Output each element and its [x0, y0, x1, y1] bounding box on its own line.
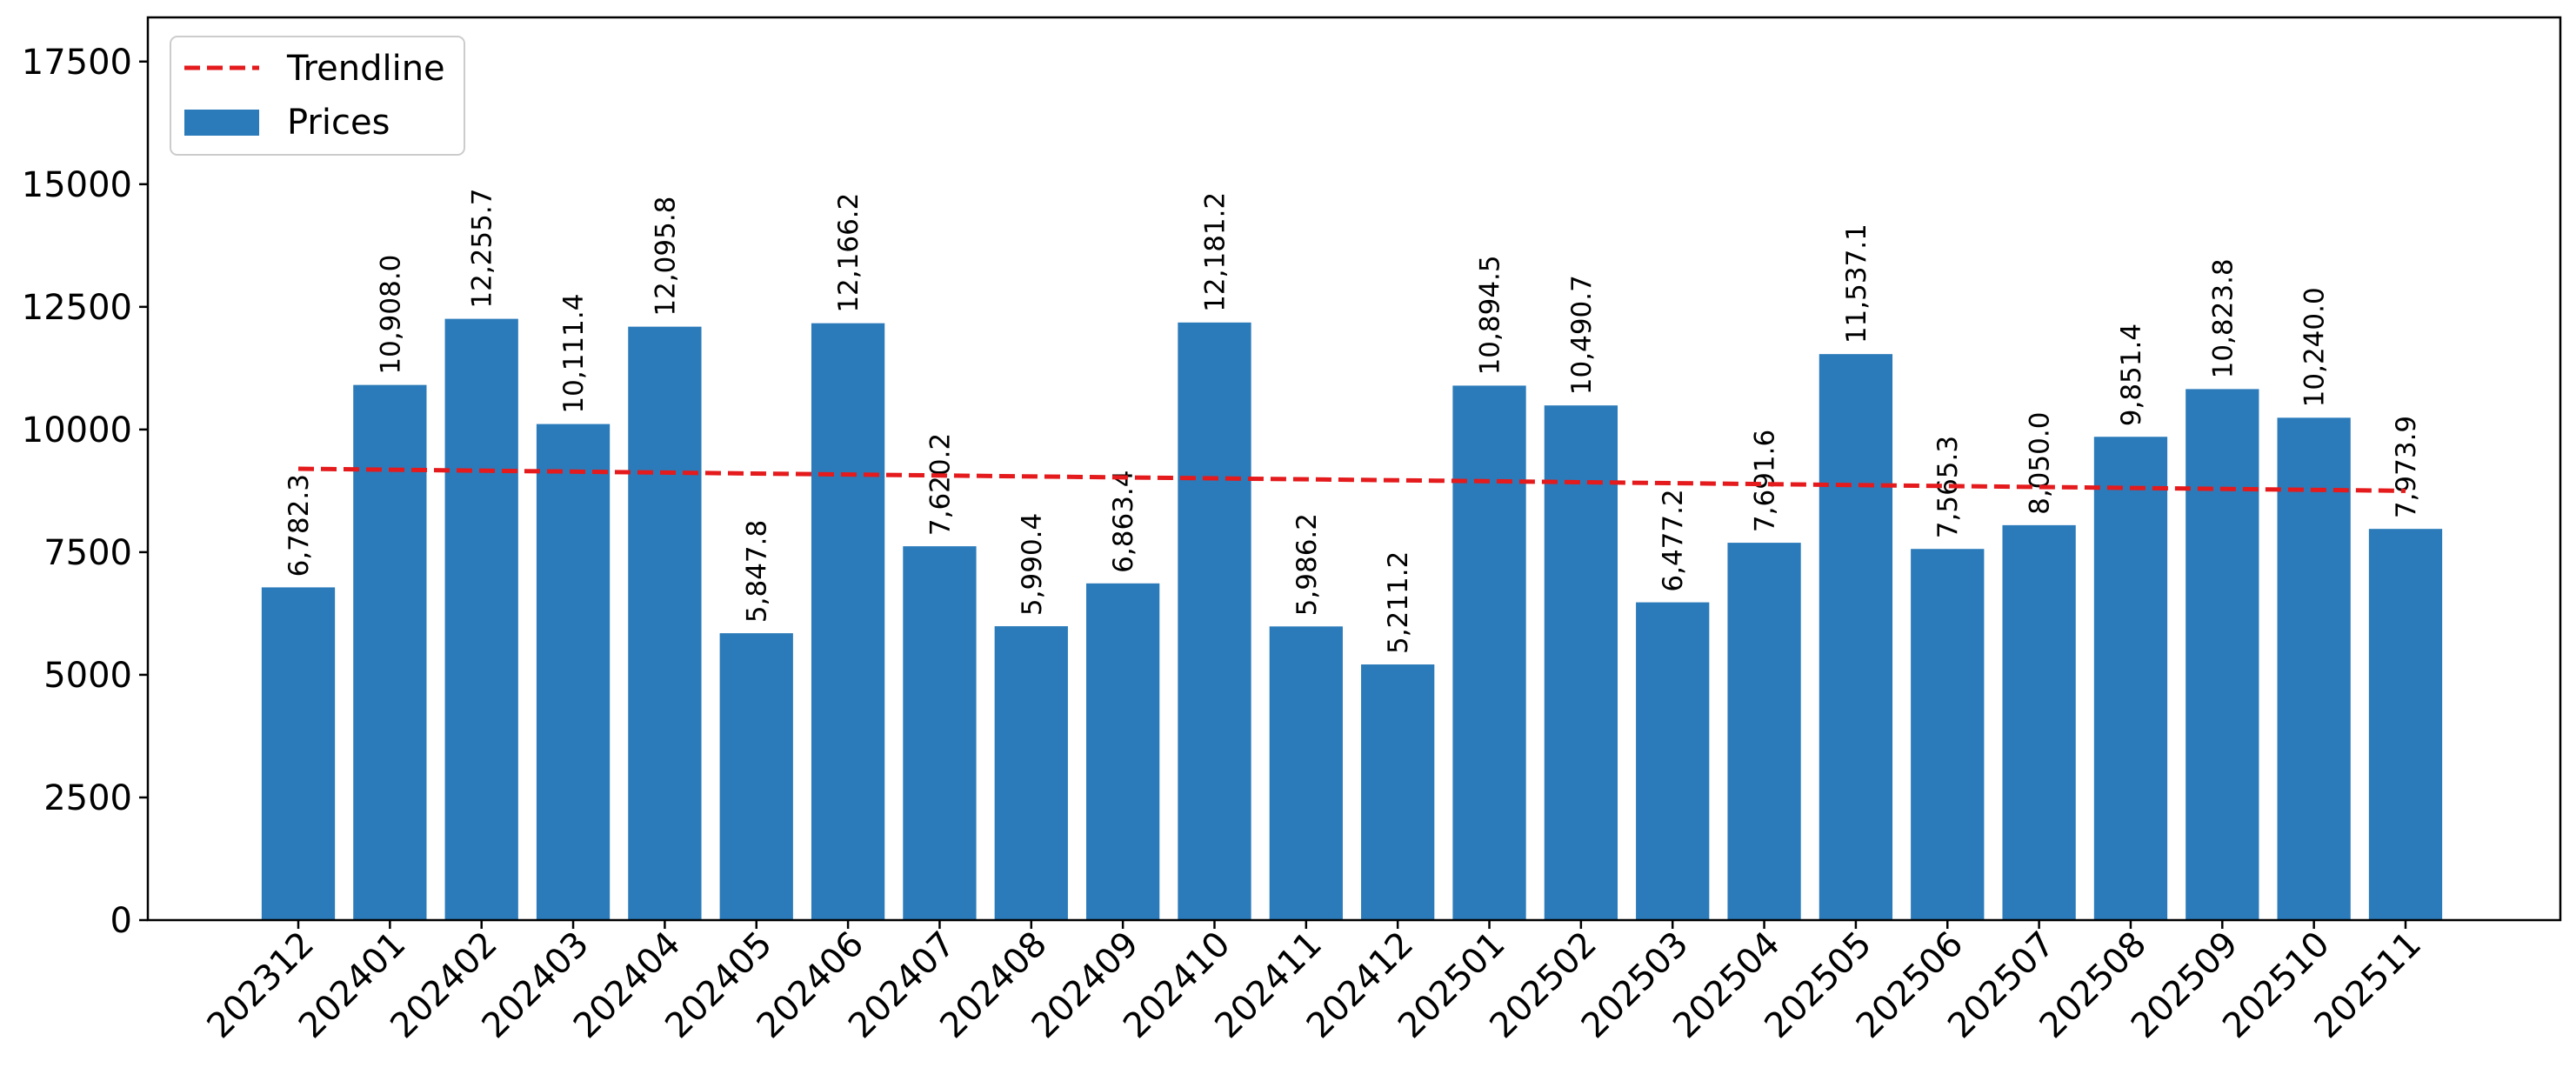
bar-value-label: 5,986.2: [1291, 513, 1323, 616]
bar-value-label: 10,240.0: [2299, 287, 2331, 407]
bar-202509: [2186, 389, 2259, 921]
bar-202411: [1269, 626, 1343, 920]
bar-202409: [1085, 583, 1160, 920]
bar-202508: [2093, 437, 2168, 920]
legend-trendline-label: Trendline: [286, 49, 445, 89]
x-axis: 2023122024012024022024032024042024052024…: [200, 920, 2429, 1046]
bar-value-labels: 6,782.3 10,908.0 12,255.7 10,111.4 12,095.8 5…: [284, 189, 2422, 654]
plot-frame: [146, 16, 2562, 922]
legend-prices-swatch: [184, 110, 259, 136]
y-tick-label: 2500: [43, 778, 132, 818]
bar-value-label: 7,620.2: [924, 433, 956, 536]
bar-value-label: 12,181.2: [1199, 192, 1231, 312]
bar-202412: [1361, 664, 1435, 920]
bar-value-label: 12,166.2: [833, 193, 864, 313]
bar-value-label: 5,211.2: [1383, 551, 1414, 654]
y-tick-label: 7500: [43, 533, 132, 573]
bar-202406: [811, 323, 885, 921]
bar-value-label: 10,894.5: [1475, 255, 1506, 375]
bar-value-label: 9,851.4: [2116, 324, 2147, 426]
bar-202405: [719, 633, 793, 920]
y-tick-label: 15000: [22, 165, 132, 205]
legend: Trendline Prices: [170, 36, 465, 156]
bar-202511: [2368, 529, 2443, 920]
bar-202401: [353, 384, 427, 921]
y-tick-label: 5000: [43, 656, 132, 696]
legend-prices-label: Prices: [287, 103, 390, 143]
bar-value-label: 10,908.0: [375, 255, 406, 375]
bar-202501: [1452, 385, 1526, 921]
bar-value-label: 10,490.7: [1566, 275, 1598, 395]
bar-value-label: 12,095.8: [650, 197, 681, 317]
y-tick-label: 17500: [22, 43, 132, 83]
bar-202507: [2002, 524, 2076, 920]
bar-202407: [903, 546, 977, 920]
bar-value-label: 12,255.7: [467, 189, 498, 309]
bar-value-label: 5,990.4: [1017, 513, 1048, 616]
bar-202312: [261, 587, 336, 920]
bar-202410: [1178, 322, 1251, 921]
trendline: [297, 466, 2406, 493]
bar-value-label: 6,863.4: [1108, 470, 1139, 572]
bar-value-label: 6,477.2: [1658, 489, 1689, 591]
bar-value-label: 5,847.8: [742, 520, 773, 623]
bar-202504: [1727, 543, 1801, 920]
bar-202402: [444, 318, 518, 920]
bar-202403: [536, 424, 611, 920]
y-tick-label: 12500: [22, 288, 132, 328]
bars-group: [261, 318, 2443, 921]
bar-202404: [628, 326, 702, 920]
bar-value-label: 10,111.4: [558, 294, 590, 414]
y-tick-label: 10000: [22, 410, 132, 450]
bar-202408: [994, 626, 1068, 920]
bar-value-label: 10,823.8: [2207, 258, 2239, 378]
y-axis: 0 2500 5000 7500 10000 12500 15000 17500: [22, 43, 148, 941]
y-tick-label: 0: [110, 901, 132, 941]
bar-value-label: 6,782.3: [284, 474, 315, 577]
bar-202510: [2277, 417, 2351, 920]
bar-value-label: 11,537.1: [1841, 224, 1872, 344]
bar-value-label: 7,973.9: [2391, 416, 2422, 518]
bar-202503: [1636, 602, 1710, 920]
bar-value-label: 8,050.0: [2025, 412, 2056, 515]
bar-value-label: 7,691.6: [1750, 430, 1781, 532]
bar-202505: [1819, 354, 1893, 920]
bar-202506: [1911, 549, 1985, 920]
bar-202502: [1544, 405, 1618, 920]
